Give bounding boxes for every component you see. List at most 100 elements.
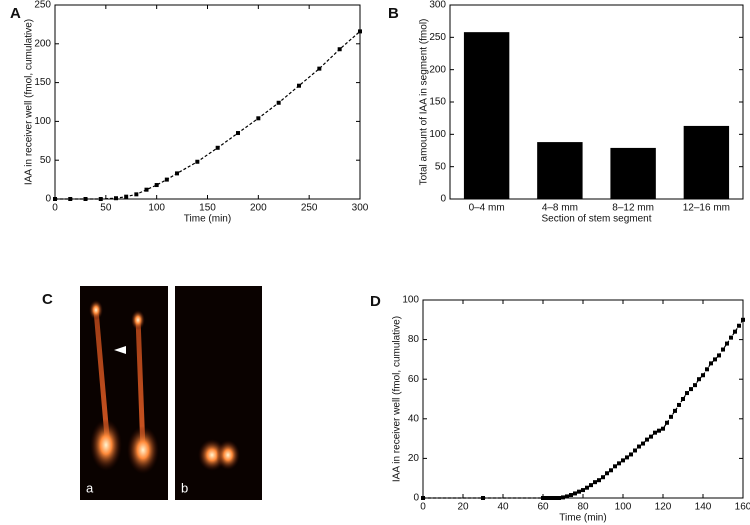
chart: D 0 20 40 60 80 100 0 20 40 60 80 100 120 140 160 Time (… — [370, 293, 750, 524]
x-tick-label: 160 — [735, 502, 750, 513]
point — [673, 408, 677, 413]
point — [585, 485, 589, 490]
plot-frame — [54, 4, 361, 200]
x-tick-label: 40 — [497, 502, 509, 513]
point — [705, 367, 709, 372]
glow — [216, 440, 240, 470]
x-tick-label: 300 — [352, 203, 369, 214]
y-tick-label: 150 — [34, 77, 51, 88]
panel-label: A — [10, 5, 21, 22]
x-tick-label: 100 — [615, 502, 632, 513]
point — [649, 434, 653, 439]
point — [633, 448, 637, 453]
x-tick-label: 80 — [577, 502, 589, 513]
point — [721, 347, 725, 352]
point — [661, 426, 665, 431]
point — [617, 461, 621, 466]
bar — [683, 125, 730, 199]
bar — [537, 142, 583, 199]
chart: A 0 50 100 150 200 250 0 50 100 150 200 250 300 Time (… — [10, 0, 369, 225]
y-tick-label: 100 — [34, 116, 51, 127]
y-tick-label: 0 — [45, 194, 51, 205]
panel-label: B — [388, 5, 399, 22]
point — [717, 353, 721, 358]
point — [669, 414, 673, 419]
point — [134, 192, 139, 197]
sublabel: b — [181, 480, 188, 495]
point — [645, 437, 649, 442]
point — [729, 335, 733, 340]
point — [297, 83, 301, 88]
point — [713, 357, 717, 362]
sublabel: a — [86, 480, 94, 495]
x-tick-label: 0–4 mm — [469, 203, 505, 214]
y-tick-label: 50 — [435, 161, 447, 172]
point — [581, 488, 585, 493]
bar — [463, 32, 510, 199]
x-tick-label: 20 — [457, 502, 469, 513]
point — [641, 441, 645, 446]
point — [637, 444, 641, 449]
x-tick-label: 200 — [250, 203, 267, 214]
y-tick-label: 20 — [408, 453, 420, 464]
point — [601, 475, 605, 480]
x-tick-label: 150 — [199, 203, 216, 214]
point — [629, 452, 633, 457]
point — [569, 493, 573, 498]
point — [565, 494, 569, 499]
y-tick-label: 50 — [40, 155, 52, 166]
x-tick-label: 140 — [695, 502, 712, 513]
point — [114, 196, 118, 201]
point — [215, 145, 220, 150]
x-axis-label: Time (min) — [184, 214, 231, 225]
y-tick-label: 80 — [408, 334, 420, 345]
bar — [610, 147, 656, 199]
panel-label: D — [370, 293, 381, 310]
y-tick-label: 0 — [413, 493, 419, 504]
point — [621, 458, 625, 463]
point — [236, 131, 240, 136]
x-tick-label: 0 — [52, 203, 58, 214]
y-axis-label: IAA in receiver well (fmol, cumulative) — [392, 316, 403, 482]
point — [725, 341, 729, 346]
y-tick-label: 250 — [34, 0, 51, 11]
point — [561, 495, 565, 500]
point — [593, 480, 597, 485]
point — [124, 194, 129, 199]
y-tick-label: 300 — [429, 0, 446, 11]
plot-frame — [449, 4, 744, 200]
point — [577, 489, 581, 494]
x-tick-label: 8–12 mm — [612, 203, 654, 214]
glow — [127, 426, 159, 474]
x-tick-label: 100 — [148, 203, 165, 214]
glow — [131, 310, 145, 330]
y-tick-label: 100 — [402, 295, 419, 306]
point — [613, 464, 617, 469]
x-tick-label: 12–16 mm — [683, 203, 730, 214]
y-tick-label: 100 — [429, 129, 446, 140]
point — [597, 478, 601, 483]
y-tick-label: 200 — [429, 64, 446, 75]
series-line — [423, 319, 744, 499]
y-tick-label: 40 — [408, 413, 420, 424]
point — [657, 428, 661, 433]
y-tick-label: 0 — [440, 194, 446, 205]
point — [144, 187, 149, 192]
point — [154, 183, 159, 188]
y-tick-label: 150 — [429, 97, 446, 108]
point — [195, 159, 200, 164]
plot-frame — [422, 299, 744, 499]
point — [701, 373, 705, 378]
point — [693, 383, 697, 388]
point — [625, 455, 629, 460]
point — [573, 491, 577, 496]
point — [175, 171, 179, 176]
point — [317, 66, 322, 71]
chart: B 0 50 100 150 200 250 300 Section of stem segme… — [388, 0, 744, 225]
y-axis-label: IAA in receiver well (fmol, cumulative) — [24, 19, 35, 185]
point — [665, 420, 669, 425]
y-tick-label: 250 — [429, 32, 446, 43]
point — [733, 329, 737, 334]
point — [276, 100, 281, 105]
x-tick-label: 0 — [420, 502, 426, 513]
